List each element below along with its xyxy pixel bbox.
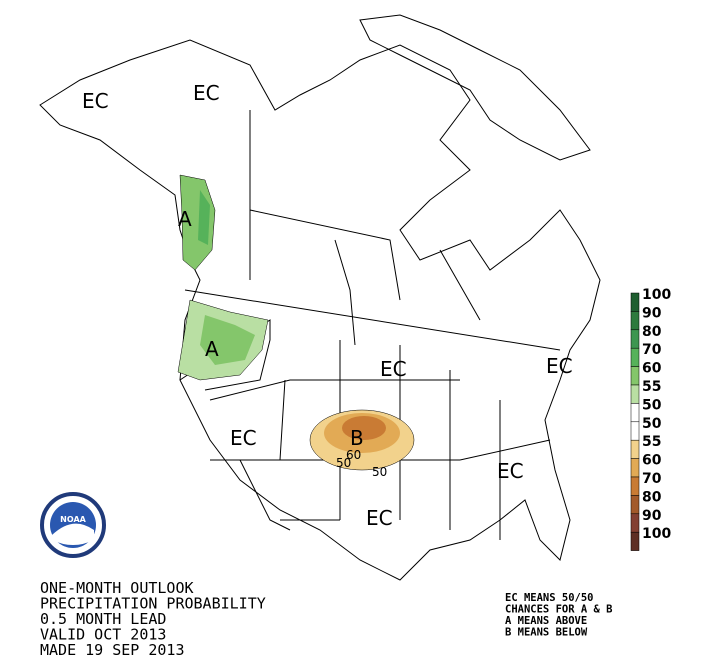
region-label: B: [350, 426, 364, 450]
legend-swatch: [630, 495, 640, 515]
legend-label: 50: [642, 416, 662, 432]
note-line: A MEANS ABOVE: [505, 615, 587, 627]
legend-label: 55: [642, 434, 661, 450]
note-line: CHANCES FOR A & B: [505, 604, 612, 616]
legend-label: 90: [642, 305, 662, 321]
legend-swatch: [630, 421, 640, 441]
region-label: A: [178, 207, 192, 231]
region-label: EC: [497, 459, 524, 483]
contour-label: 60: [346, 448, 361, 462]
region-label: A: [205, 337, 219, 361]
below-core: [342, 416, 386, 440]
region-label: EC: [546, 354, 573, 378]
title-line: MADE 19 SEP 2013: [40, 641, 185, 659]
legend-swatch: [630, 513, 640, 533]
note-line: B MEANS BELOW: [505, 627, 588, 639]
legend-swatch: [630, 458, 640, 478]
noaa-logo: NOAA: [40, 492, 106, 558]
legend-label: 70: [642, 471, 662, 487]
legend-label: 100: [642, 526, 671, 542]
legend-label: 80: [642, 324, 662, 340]
legend-swatch: [630, 292, 640, 312]
legend-label: 70: [642, 342, 662, 358]
region-label: EC: [230, 426, 257, 450]
title-line: VALID OCT 2013: [40, 626, 166, 644]
above-area-alaska: [179, 174, 216, 271]
region-label: EC: [366, 506, 393, 530]
legend-swatch: [630, 384, 640, 404]
legend: 100 90 80 70 60 55 50 50 55 60 70 80 90 100: [630, 287, 671, 551]
legend-label: 50: [642, 397, 662, 413]
note-line: EC MEANS 50/50: [505, 592, 594, 604]
legend-label: 100: [642, 287, 671, 303]
title-line: ONE-MONTH OUTLOOK: [40, 579, 194, 597]
probability-shading: [177, 174, 415, 471]
above-core-northwest: [200, 315, 255, 365]
legend-swatch: [630, 311, 640, 331]
contour-label: 50: [372, 465, 387, 479]
region-label: EC: [82, 89, 109, 113]
legend-swatch: [630, 476, 640, 496]
contour-label: 50: [336, 456, 351, 470]
legend-swatch: [630, 531, 640, 551]
legend-swatch: [630, 403, 640, 423]
title-line: PRECIPITATION PROBABILITY: [40, 595, 266, 613]
legend-swatch: [630, 329, 640, 349]
legend-label: 60: [642, 361, 662, 377]
logo-text: NOAA: [60, 515, 86, 524]
legend-swatch: [630, 347, 640, 367]
legend-label: 80: [642, 489, 662, 505]
legend-swatch: [630, 439, 640, 459]
legend-label: 90: [642, 508, 662, 524]
above-core-alaska: [198, 190, 210, 245]
legend-swatch: [630, 366, 640, 386]
title-line: 0.5 MONTH LEAD: [40, 610, 166, 628]
legend-label: 55: [642, 379, 661, 395]
legend-label: 60: [642, 453, 662, 469]
region-label: EC: [193, 81, 220, 105]
region-label: EC: [380, 357, 407, 381]
geography: [39, 14, 601, 581]
